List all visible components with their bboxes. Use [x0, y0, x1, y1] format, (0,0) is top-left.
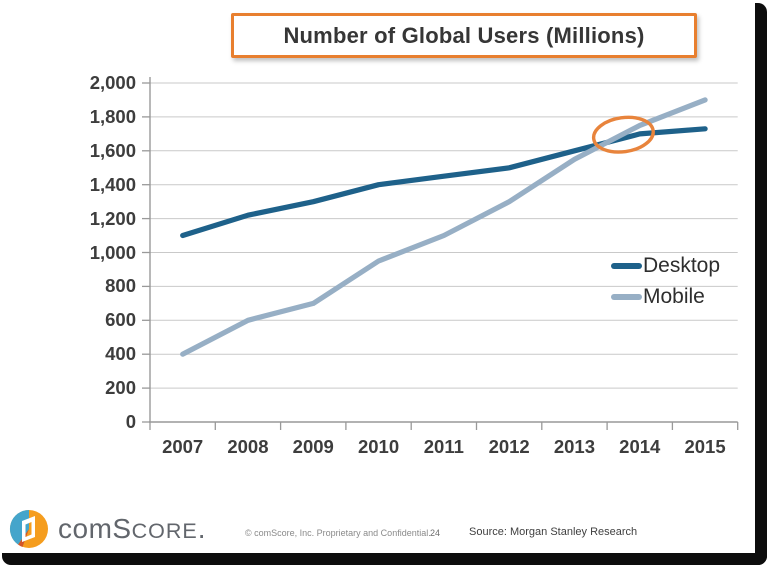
logo-text-s: S	[112, 513, 132, 544]
x-tick-label: 2014	[619, 436, 661, 457]
comscore-logo: comSCORE.	[9, 509, 206, 549]
legend-item-mobile: Mobile	[611, 281, 720, 312]
x-tick-label: 2015	[684, 436, 726, 457]
footer-source: Source: Morgan Stanley Research	[469, 526, 638, 538]
series-line-desktop	[180, 126, 708, 239]
x-tick-label: 2013	[553, 436, 596, 457]
crossover-highlight-ellipse	[591, 115, 655, 154]
slide: Number of Global Users (Millions) 0 200 40…	[9, 13, 739, 549]
legend-swatch-mobile	[611, 293, 642, 300]
y-tick-label: 400	[105, 343, 136, 365]
legend-label: Mobile	[643, 284, 705, 308]
y-tick-label: 1,400	[89, 173, 136, 195]
y-tick-label: 0	[125, 411, 136, 432]
comscore-logo-icon	[9, 509, 48, 548]
x-tick-label: 2010	[357, 436, 400, 457]
frame-shadow-bottom	[2, 553, 767, 565]
line-chart	[142, 77, 739, 430]
chart-title-box: Number of Global Users (Millions)	[231, 13, 697, 58]
footer-copyright: © comScore, Inc. Proprietary and Confide…	[245, 528, 431, 538]
x-tick-label: 2009	[292, 436, 334, 457]
chart-legend: Desktop Mobile	[611, 250, 720, 312]
y-tick-label: 600	[105, 309, 136, 331]
x-tick-label: 2011	[423, 436, 464, 457]
chart-title: Number of Global Users (Millions)	[283, 22, 645, 48]
logo-text-dot: .	[197, 513, 206, 544]
y-tick-label: 1,200	[89, 207, 136, 229]
logo-text-com: com	[58, 513, 113, 544]
x-tick-label: 2007	[162, 436, 204, 457]
legend-swatch-desktop	[611, 262, 642, 269]
legend-label: Desktop	[643, 253, 721, 277]
footer-page-number: 24	[430, 528, 441, 538]
x-tick-label: 2008	[227, 436, 269, 457]
y-tick-label: 1,000	[89, 241, 136, 263]
frame-shadow-right	[755, 3, 767, 565]
y-tick-label: 200	[105, 377, 136, 399]
x-tick-label: 2012	[488, 436, 530, 457]
y-tick-label: 2,000	[89, 72, 136, 93]
comscore-logo-text: comSCORE.	[58, 513, 206, 545]
y-tick-label: 1,600	[89, 139, 136, 161]
series-line-mobile	[180, 97, 708, 357]
y-tick-label: 800	[105, 275, 136, 297]
legend-item-desktop: Desktop	[611, 250, 720, 281]
logo-text-core: CORE	[131, 519, 198, 543]
y-tick-label: 1,800	[89, 105, 136, 127]
